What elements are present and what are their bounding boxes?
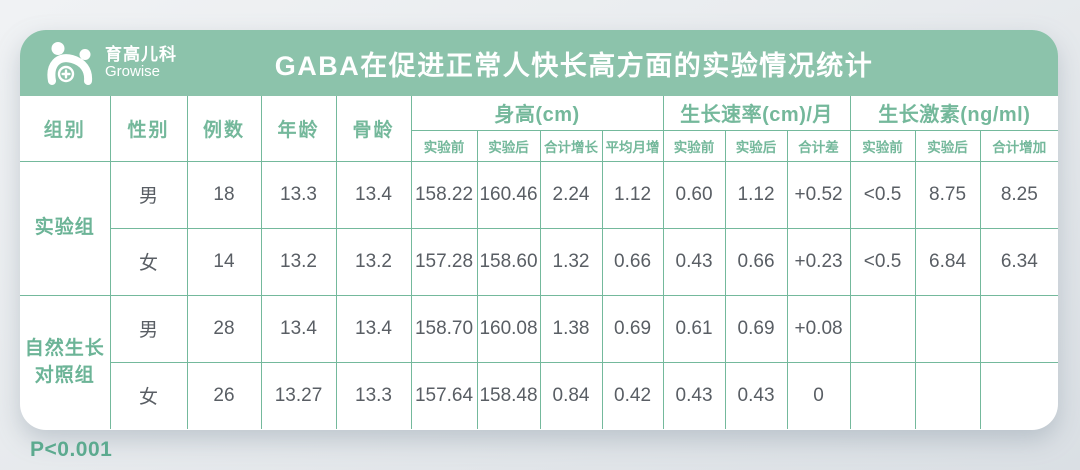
header-cell-bone-age: 骨龄 bbox=[335, 95, 412, 162]
subheader-cell: 平均月增 bbox=[601, 129, 664, 162]
growise-logo-icon bbox=[47, 42, 93, 85]
data-cell: 6.34 bbox=[979, 227, 1058, 296]
data-cell: +0.08 bbox=[786, 294, 851, 363]
header-cell-age: 年龄 bbox=[260, 95, 337, 162]
data-cell bbox=[849, 361, 916, 430]
data-cell: 1.38 bbox=[539, 294, 603, 363]
data-cell: 13.4 bbox=[335, 294, 412, 363]
data-cell: 13.3 bbox=[260, 160, 337, 229]
data-cell: 0.43 bbox=[662, 361, 726, 430]
data-cell bbox=[914, 361, 981, 430]
growise-logo-text: 育高儿科 Growise bbox=[105, 45, 177, 81]
data-cell: 158.70 bbox=[410, 294, 478, 363]
data-cell: 0.43 bbox=[662, 227, 726, 296]
table-row: 女 26 13.27 13.3 157.64 158.48 0.84 0.42 … bbox=[20, 361, 1058, 430]
data-cell: 157.28 bbox=[410, 227, 478, 296]
data-cell: 0.69 bbox=[601, 294, 664, 363]
data-cell: 158.60 bbox=[476, 227, 541, 296]
data-cell: 0.43 bbox=[724, 361, 788, 430]
data-cell: 28 bbox=[186, 294, 262, 363]
data-cell: 13.2 bbox=[260, 227, 337, 296]
header-cell-sex: 性别 bbox=[109, 95, 188, 162]
data-cell bbox=[979, 361, 1058, 430]
data-cell: 女 bbox=[109, 227, 188, 296]
subheader-cell: 实验前 bbox=[662, 129, 726, 162]
logo-name-en: Growise bbox=[105, 63, 161, 81]
data-cell: 0 bbox=[786, 361, 851, 430]
data-cell: 6.84 bbox=[914, 227, 981, 296]
table-row: 自然生长对照组 男 28 13.4 13.4 158.70 160.08 1.3… bbox=[20, 294, 1058, 430]
data-cell: 158.48 bbox=[476, 361, 541, 430]
data-cell: 158.22 bbox=[410, 160, 478, 229]
stats-card: 育高儿科 Growise GABA在促进正常人快长高方面的实验情况统计 组别 性… bbox=[20, 30, 1058, 430]
data-cell: 8.75 bbox=[914, 160, 981, 229]
data-cell: 男 bbox=[109, 160, 188, 229]
header-cell-cases: 例数 bbox=[186, 95, 262, 162]
data-cell: <0.5 bbox=[849, 227, 916, 296]
title-band: 育高儿科 Growise GABA在促进正常人快长高方面的实验情况统计 bbox=[20, 30, 1058, 96]
data-cell: 18 bbox=[186, 160, 262, 229]
group-label-cell-control: 自然生长对照组 bbox=[20, 294, 111, 430]
data-cell: <0.5 bbox=[849, 160, 916, 229]
table-row: 实验组 男 18 13.3 13.4 158.22 160.46 2.24 1.… bbox=[20, 160, 1058, 296]
p-value-footnote: P<0.001 bbox=[30, 438, 113, 461]
data-cell: 1.32 bbox=[539, 227, 603, 296]
data-cell: 0.60 bbox=[662, 160, 726, 229]
data-cell: +0.23 bbox=[786, 227, 851, 296]
data-cell: 男 bbox=[109, 294, 188, 363]
data-cell: 13.4 bbox=[335, 160, 412, 229]
data-cell bbox=[914, 294, 981, 363]
header-row-subcolumns: 实验前 实验后 合计增长 平均月增 实验前 实验后 合计差 实验前 实验后 合计… bbox=[20, 129, 1058, 162]
data-cell: 157.64 bbox=[410, 361, 478, 430]
subheader-cell: 合计增加 bbox=[979, 129, 1058, 162]
header-row-groups: 组别 性别 例数 年龄 骨龄 身高(cm) 生长速率(cm)/月 生长激素(ng… bbox=[20, 95, 1058, 162]
data-cell bbox=[979, 294, 1058, 363]
group-label-cell-experimental: 实验组 bbox=[20, 160, 111, 296]
data-cell: 160.46 bbox=[476, 160, 541, 229]
subheader-cell: 合计差 bbox=[786, 129, 851, 162]
data-cell: 13.2 bbox=[335, 227, 412, 296]
header-cell-velocity-group: 生长速率(cm)/月 bbox=[662, 95, 851, 131]
subheader-cell: 实验前 bbox=[410, 129, 478, 162]
data-cell: 2.24 bbox=[539, 160, 603, 229]
data-cell: 0.69 bbox=[724, 294, 788, 363]
data-cell: 160.08 bbox=[476, 294, 541, 363]
data-cell: 女 bbox=[109, 361, 188, 430]
data-cell: 13.27 bbox=[260, 361, 337, 430]
data-cell: 26 bbox=[186, 361, 262, 430]
growise-logo: 育高儿科 Growise bbox=[46, 30, 177, 96]
subheader-cell: 实验后 bbox=[914, 129, 981, 162]
data-cell: 0.42 bbox=[601, 361, 664, 430]
data-cell: 0.84 bbox=[539, 361, 603, 430]
gaba-stats-table: 组别 性别 例数 年龄 骨龄 身高(cm) 生长速率(cm)/月 生长激素(ng… bbox=[20, 95, 1058, 430]
subheader-cell: 实验前 bbox=[849, 129, 916, 162]
table-row: 女 14 13.2 13.2 157.28 158.60 1.32 0.66 0… bbox=[20, 227, 1058, 296]
subheader-cell: 合计增长 bbox=[539, 129, 603, 162]
data-cell: 14 bbox=[186, 227, 262, 296]
data-cell: 1.12 bbox=[724, 160, 788, 229]
subheader-cell: 实验后 bbox=[724, 129, 788, 162]
subheader-cell: 实验后 bbox=[476, 129, 541, 162]
data-cell bbox=[849, 294, 916, 363]
data-cell: 0.66 bbox=[601, 227, 664, 296]
header-cell-height-group: 身高(cm) bbox=[410, 95, 664, 131]
data-cell: 13.3 bbox=[335, 361, 412, 430]
data-cell: 0.61 bbox=[662, 294, 726, 363]
data-cell: 1.12 bbox=[601, 160, 664, 229]
data-cell: 13.4 bbox=[260, 294, 337, 363]
header-cell-hormone-group: 生长激素(ng/ml) bbox=[849, 95, 1058, 131]
data-cell: 8.25 bbox=[979, 160, 1058, 229]
header-cell-group: 组别 bbox=[20, 95, 111, 162]
page-title: GABA在促进正常人快长高方面的实验情况统计 bbox=[274, 50, 874, 81]
data-cell: 0.66 bbox=[724, 227, 788, 296]
logo-name-cn: 育高儿科 bbox=[105, 45, 177, 65]
data-cell: +0.52 bbox=[786, 160, 851, 229]
